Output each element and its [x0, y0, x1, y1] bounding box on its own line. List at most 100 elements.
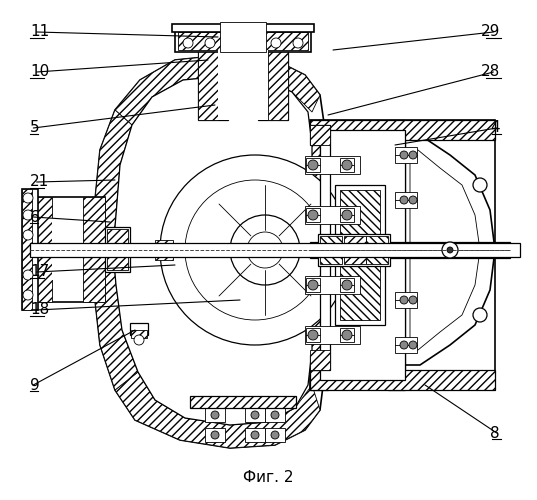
Text: 6: 6 — [30, 210, 40, 224]
Bar — [340, 158, 354, 172]
Bar — [175, 30, 311, 52]
Polygon shape — [115, 372, 320, 448]
Bar — [305, 326, 360, 344]
Bar — [344, 236, 366, 264]
Circle shape — [271, 38, 281, 48]
Circle shape — [230, 215, 300, 285]
Circle shape — [23, 270, 33, 280]
Bar — [107, 229, 128, 270]
Circle shape — [342, 280, 352, 290]
Circle shape — [342, 330, 352, 340]
Bar — [335, 185, 385, 325]
Circle shape — [134, 335, 144, 345]
Polygon shape — [90, 250, 138, 390]
Polygon shape — [113, 76, 312, 425]
Circle shape — [160, 155, 350, 345]
Circle shape — [400, 196, 408, 204]
Bar — [310, 125, 330, 145]
Circle shape — [211, 411, 219, 419]
Bar — [388, 120, 405, 390]
Polygon shape — [310, 125, 330, 370]
Bar — [395, 147, 417, 163]
Circle shape — [409, 151, 417, 159]
Polygon shape — [90, 110, 132, 250]
Bar — [155, 240, 173, 260]
Text: 11: 11 — [30, 24, 49, 40]
Polygon shape — [410, 150, 480, 350]
Circle shape — [308, 280, 318, 290]
Bar — [320, 236, 342, 264]
Bar — [306, 208, 320, 222]
Text: 29: 29 — [481, 24, 500, 40]
Circle shape — [308, 210, 318, 220]
Circle shape — [342, 160, 352, 170]
Bar — [395, 192, 417, 208]
Bar — [340, 190, 380, 320]
Text: 21: 21 — [30, 174, 49, 190]
Bar — [220, 22, 266, 52]
Circle shape — [271, 431, 279, 439]
Circle shape — [185, 180, 325, 320]
Bar — [305, 276, 360, 294]
Circle shape — [308, 330, 318, 340]
Text: 10: 10 — [30, 64, 49, 80]
Bar — [22, 189, 32, 310]
Bar — [310, 242, 510, 258]
Bar — [310, 120, 495, 140]
Text: Фиг. 2: Фиг. 2 — [243, 470, 293, 486]
Bar — [218, 50, 268, 120]
Circle shape — [409, 341, 417, 349]
Circle shape — [183, 38, 193, 48]
Text: 8: 8 — [490, 426, 500, 440]
Bar — [130, 323, 148, 335]
Circle shape — [308, 160, 318, 170]
Circle shape — [251, 411, 259, 419]
Circle shape — [400, 151, 408, 159]
Circle shape — [23, 230, 33, 240]
Bar — [245, 408, 265, 422]
Circle shape — [400, 296, 408, 304]
Circle shape — [247, 232, 283, 268]
Bar — [340, 208, 354, 222]
Bar — [198, 50, 218, 120]
Circle shape — [473, 308, 487, 322]
Bar — [172, 24, 314, 32]
Bar — [30, 197, 105, 302]
Bar — [306, 278, 320, 292]
Bar — [258, 50, 288, 120]
Polygon shape — [405, 135, 495, 365]
Bar — [318, 234, 390, 266]
Bar — [268, 50, 288, 120]
Bar — [305, 156, 360, 174]
Bar — [310, 120, 495, 390]
Polygon shape — [90, 55, 325, 448]
Bar — [265, 428, 285, 442]
Bar — [310, 350, 330, 370]
Bar — [30, 197, 52, 302]
Circle shape — [23, 210, 33, 220]
Bar — [178, 32, 308, 50]
Bar — [306, 158, 320, 172]
Bar — [366, 236, 388, 264]
Bar — [310, 370, 495, 390]
Bar — [306, 328, 320, 342]
Text: 28: 28 — [481, 64, 500, 80]
Text: 5: 5 — [30, 120, 40, 136]
Bar — [340, 328, 354, 342]
Bar — [52, 218, 82, 280]
Bar — [305, 206, 360, 224]
Bar — [30, 243, 520, 257]
Circle shape — [211, 431, 219, 439]
Bar — [190, 396, 296, 408]
Bar — [395, 292, 417, 308]
Bar — [131, 330, 147, 338]
Circle shape — [293, 38, 303, 48]
Bar — [310, 120, 328, 390]
Bar — [83, 197, 105, 302]
Bar — [105, 227, 130, 272]
Circle shape — [251, 431, 259, 439]
Circle shape — [23, 193, 33, 203]
Text: 17: 17 — [30, 264, 49, 280]
Circle shape — [23, 290, 33, 300]
Bar — [245, 428, 265, 442]
